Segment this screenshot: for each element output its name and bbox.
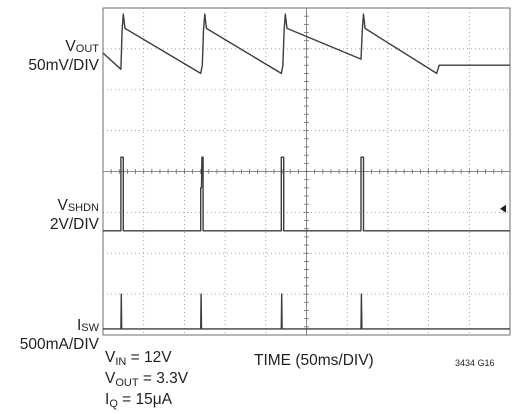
condition-iq: IQ = 15μA	[105, 391, 173, 410]
condition-vin: VIN = 12V	[105, 349, 172, 368]
figure-id: 3434 G16	[455, 358, 495, 368]
vout-scale: 50mV/DIV	[28, 57, 99, 74]
isw-trace	[103, 293, 510, 330]
x-axis-label: TIME (50ms/DIV)	[254, 352, 374, 369]
vout-trace	[102, 13, 510, 75]
vshdn-scale: 2V/DIV	[49, 216, 99, 233]
ground-marker-icon	[500, 204, 506, 213]
vout-trace-label: VOUT 50mV/DIV	[28, 38, 99, 74]
vshdn-trace	[103, 156, 510, 232]
vshdn-trace-label: VSHDN 2V/DIV	[49, 197, 99, 233]
graticule	[103, 8, 510, 335]
isw-trace-label: ISW 500mA/DIV	[19, 317, 99, 353]
condition-vout: VOUT = 3.3V	[105, 370, 189, 389]
trace-group	[102, 13, 510, 330]
isw-scale: 500mA/DIV	[19, 336, 99, 353]
